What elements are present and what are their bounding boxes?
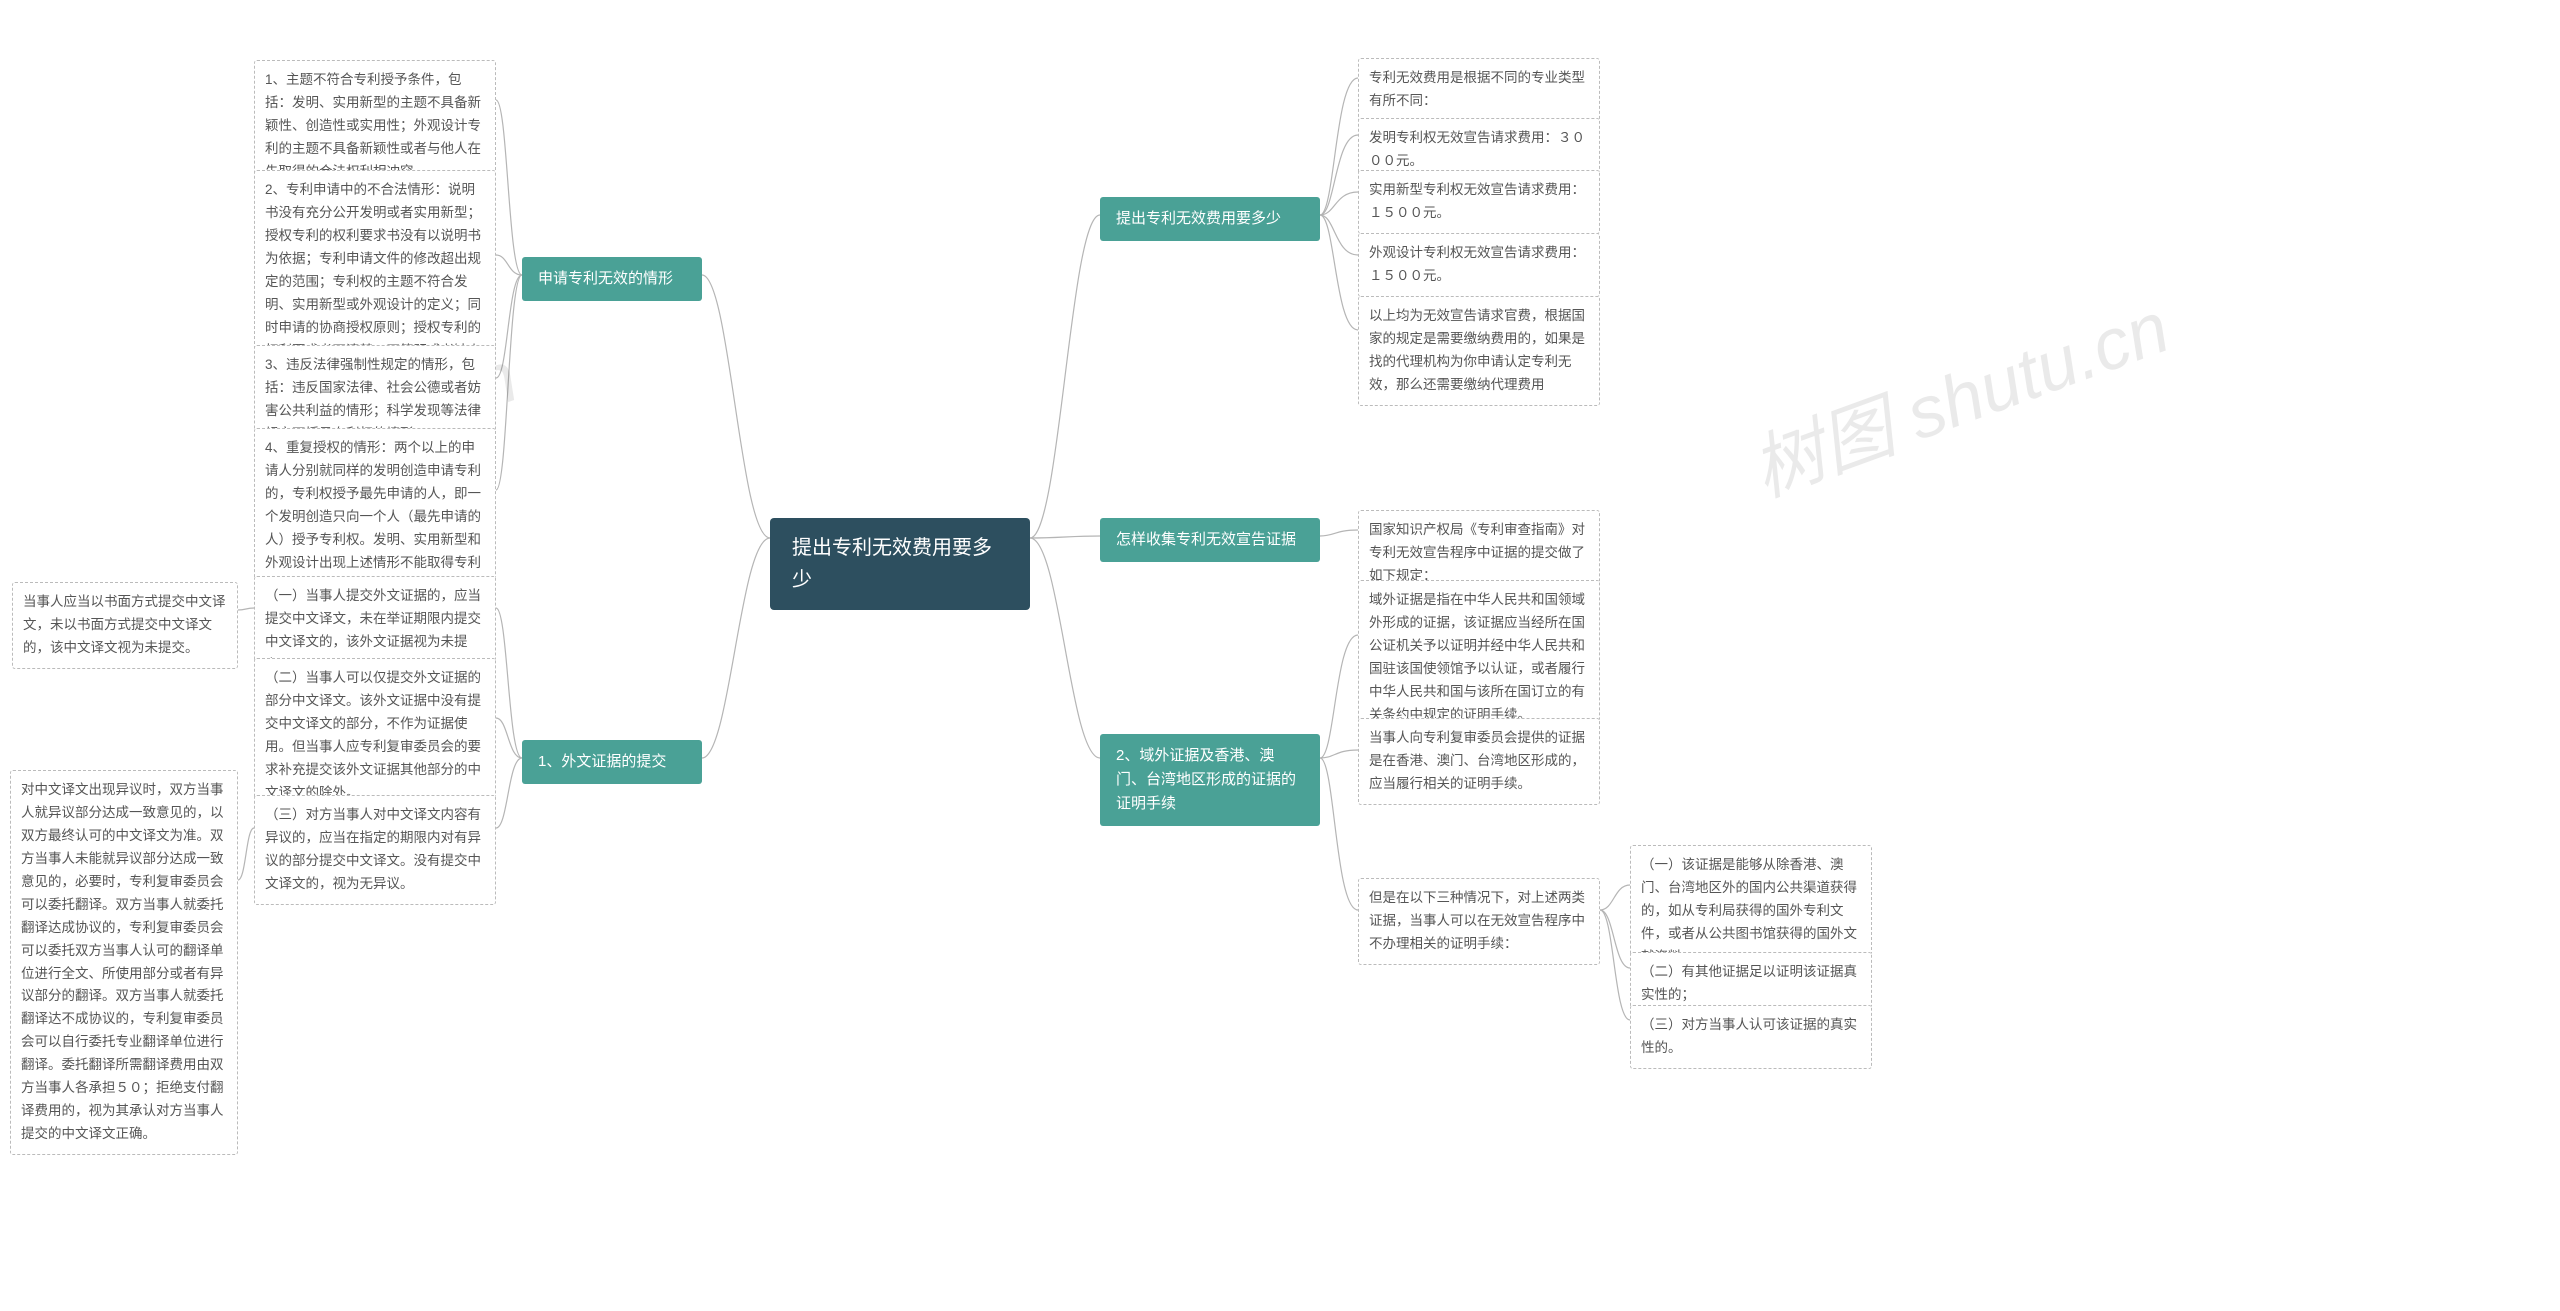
leaf-l2-3: （三）对方当事人对中文译文内容有异议的，应当在指定的期限内对有异议的部分提交中文… bbox=[254, 795, 496, 905]
branch-fee-amount[interactable]: 提出专利无效费用要多少 bbox=[1100, 197, 1320, 241]
leaf-r1-4: 外观设计专利权无效宣告请求费用：１５００元。 bbox=[1358, 233, 1600, 297]
branch-foreign-evidence[interactable]: 1、外文证据的提交 bbox=[522, 740, 702, 784]
leaf-r1-3: 实用新型专利权无效宣告请求费用：１５００元。 bbox=[1358, 170, 1600, 234]
leaf-r1-1: 专利无效费用是根据不同的专业类型有所不同： bbox=[1358, 58, 1600, 122]
watermark-2: 树图 shutu.cn bbox=[1735, 269, 2181, 517]
leaf-r3-3-3: （三）对方当事人认可该证据的真实性的。 bbox=[1630, 1005, 1872, 1069]
leaf-r3-1: 域外证据是指在中华人民共和国领域外形成的证据，该证据应当经所在国公证机关予以证明… bbox=[1358, 580, 1600, 736]
leaf-l2-3b: 对中文译文出现异议时，双方当事人就异议部分达成一致意见的，以双方最终认可的中文译… bbox=[10, 770, 238, 1155]
root-node[interactable]: 提出专利无效费用要多少 bbox=[770, 518, 1030, 610]
branch-collect-evidence[interactable]: 怎样收集专利无效宣告证据 bbox=[1100, 518, 1320, 562]
leaf-l2-2: （二）当事人可以仅提交外文证据的部分中文译文。该外文证据中没有提交中文译文的部分… bbox=[254, 658, 496, 814]
leaf-r1-5: 以上均为无效宣告请求官费，根据国家的规定是需要缴纳费用的，如果是找的代理机构为你… bbox=[1358, 296, 1600, 406]
leaf-r3-3: 但是在以下三种情况下，对上述两类证据，当事人可以在无效宣告程序中不办理相关的证明… bbox=[1358, 878, 1600, 965]
branch-apply-invalid[interactable]: 申请专利无效的情形 bbox=[522, 257, 702, 301]
leaf-r3-2: 当事人向专利复审委员会提供的证据是在香港、澳门、台湾地区形成的，应当履行相关的证… bbox=[1358, 718, 1600, 805]
branch-overseas-evidence[interactable]: 2、域外证据及香港、澳门、台湾地区形成的证据的证明手续 bbox=[1100, 734, 1320, 826]
leaf-l2-1b: 当事人应当以书面方式提交中文译文，未以书面方式提交中文译文的，该中文译文视为未提… bbox=[12, 582, 238, 669]
